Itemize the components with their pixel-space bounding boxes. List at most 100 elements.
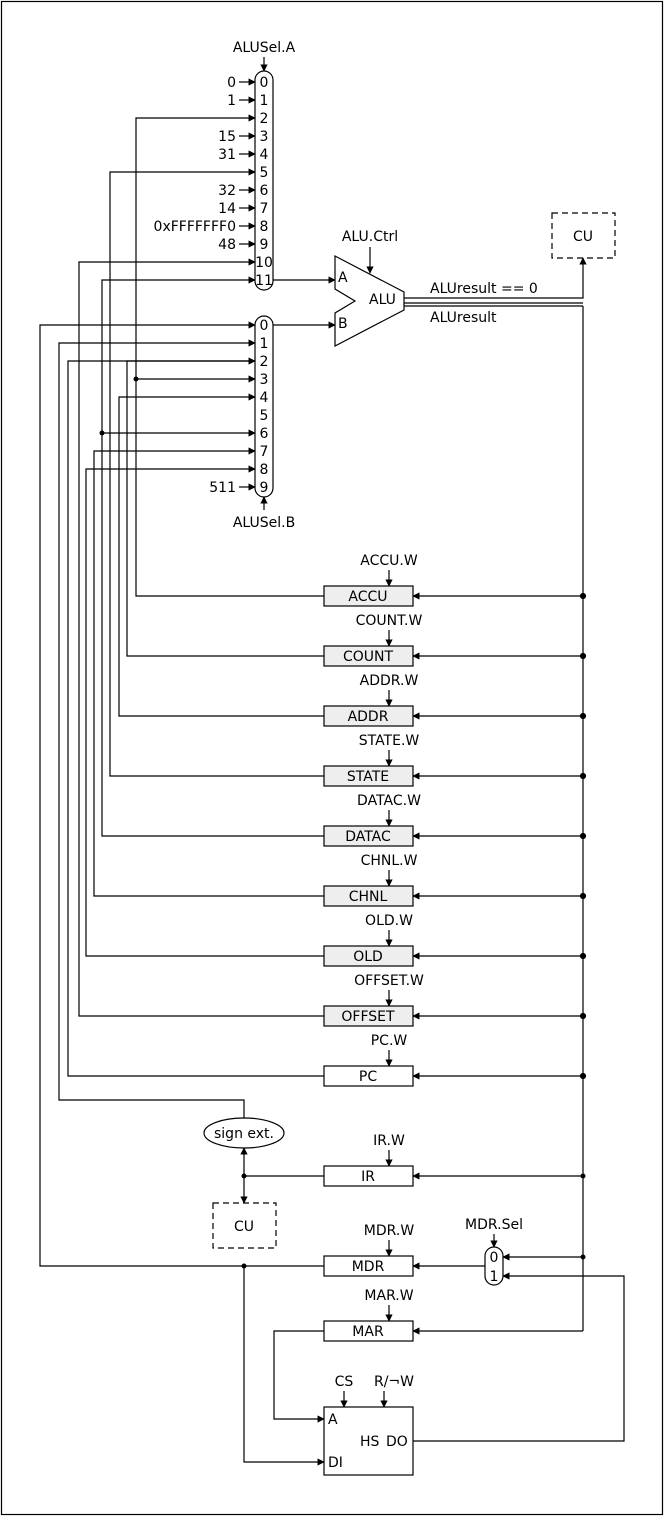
ir-write-label: IR.W — [373, 1133, 405, 1149]
mux-b-index-4: 4 — [260, 390, 269, 406]
alu-ctrl-label: ALU.Ctrl — [342, 229, 398, 245]
mux-b-const-0: 511 — [209, 480, 236, 496]
register-datac: DATAC.W DATAC — [323, 793, 421, 847]
result-bus — [412, 592, 587, 1080]
register-count: COUNT.W COUNT — [323, 613, 423, 667]
register-addr: ADDR.W ADDR — [323, 673, 419, 727]
mux-a-index-9: 9 — [260, 237, 269, 253]
mux-b: 0 1 2 3 4 5 6 7 8 9 511 ALUSel.B — [209, 315, 295, 531]
ir-label: IR — [361, 1169, 375, 1185]
mux-a-const-2: 15 — [218, 129, 236, 145]
cu-bottom: CU — [212, 1202, 277, 1249]
mux-a-const-6: 0xFFFFFFF0 — [154, 219, 236, 235]
register-offset-label: OFFSET — [341, 1009, 395, 1025]
mux-a-index-6: 6 — [260, 183, 269, 199]
alu: ALU.Ctrl A B ALU ALUresult == 0 ALUresul… — [334, 229, 538, 347]
memory-rw-label: R/¬W — [374, 1374, 414, 1390]
mar-register: MAR.W MAR — [323, 1288, 414, 1342]
alu-zero-output-label: ALUresult == 0 — [430, 281, 538, 297]
register-state-write-label: STATE.W — [359, 733, 420, 749]
register-old-write-label: OLD.W — [365, 913, 413, 929]
mdr-mar-wires — [243, 1253, 625, 1466]
mux-a-index-11: 11 — [255, 273, 273, 289]
register-file: ACCU.WACCUCOUNT.WCOUNTADDR.WADDRSTATE.WS… — [323, 553, 424, 1087]
register-old: OLD.W OLD — [323, 913, 414, 967]
mar-label: MAR — [352, 1324, 384, 1340]
mux-b-indices: 0 1 2 3 4 5 6 7 8 9 — [260, 318, 269, 496]
mux-a-const-4: 32 — [218, 183, 236, 199]
mux-b-index-6: 6 — [260, 426, 269, 442]
register-offset-write-label: OFFSET.W — [354, 973, 424, 989]
mux-a-index-8: 8 — [260, 219, 269, 235]
alu-label: ALU — [369, 292, 396, 308]
register-pc-write-label: PC.W — [371, 1033, 408, 1049]
memory-cs-label: CS — [335, 1374, 354, 1390]
memory-label: HS — [360, 1434, 380, 1450]
alu-input-a-label: A — [338, 270, 348, 286]
register-pc-label: PC — [359, 1069, 377, 1085]
register-accu: ACCU.W ACCU — [323, 553, 418, 607]
cu-top-box — [551, 212, 616, 259]
memory-data-in-label: DI — [328, 1455, 343, 1471]
register-pc: PC.W PC — [323, 1033, 414, 1087]
alu-wires — [273, 257, 587, 1331]
mux-a-const-3: 31 — [218, 147, 236, 163]
register-datac-write-label: DATAC.W — [357, 793, 421, 809]
memory-data-out-label: DO — [386, 1434, 408, 1450]
cu-top: CU — [551, 212, 616, 259]
mdr-mux-select-label: MDR.Sel — [465, 1217, 523, 1233]
mux-b-index-7: 7 — [260, 444, 269, 460]
register-chnl-label: CHNL — [349, 889, 388, 905]
mux-a-index-2: 2 — [260, 111, 269, 127]
mdr-write-label: MDR.W — [364, 1223, 415, 1239]
mdr-mux: MDR.Sel 0 1 — [465, 1217, 523, 1286]
mux-b-index-1: 1 — [260, 336, 269, 352]
register-addr-label: ADDR — [348, 709, 389, 725]
register-offset: OFFSET.W OFFSET — [323, 973, 424, 1027]
sign-ext-label: sign ext. — [214, 1126, 274, 1142]
mdr-label: MDR — [352, 1259, 385, 1275]
mux-a-index-0: 0 — [260, 75, 269, 91]
register-state-label: STATE — [347, 769, 389, 785]
mux-b-select-label: ALUSel.B — [233, 515, 295, 531]
register-count-write-label: COUNT.W — [356, 613, 423, 629]
mux-a-indices: 0 1 2 3 4 5 6 7 8 9 10 11 — [255, 75, 273, 289]
cu-top-label: CU — [573, 229, 593, 245]
mux-a-const-1: 1 — [227, 93, 236, 109]
register-old-label: OLD — [353, 949, 383, 965]
register-accu-label: ACCU — [348, 589, 387, 605]
feedback-junctions — [99, 376, 139, 436]
register-datac-label: DATAC — [345, 829, 391, 845]
alu-input-b-label: B — [338, 316, 348, 332]
register-addr-write-label: ADDR.W — [360, 673, 419, 689]
register-count-label: COUNT — [343, 649, 394, 665]
mux-b-index-9: 9 — [260, 480, 269, 496]
sign-extender: sign ext. — [203, 1117, 285, 1149]
memory-addr-label: A — [328, 1412, 338, 1428]
feedback-wires — [39, 114, 324, 1267]
ir-register: IR.W IR — [323, 1133, 414, 1187]
mux-a-index-5: 5 — [260, 165, 269, 181]
alu-result-output-label: ALUresult — [430, 310, 497, 326]
ir-wires — [240, 1147, 583, 1204]
register-state: STATE.W STATE — [323, 733, 420, 787]
register-accu-write-label: ACCU.W — [360, 553, 418, 569]
mux-a-index-1: 1 — [260, 93, 269, 109]
mar-write-label: MAR.W — [364, 1288, 413, 1304]
mux-a-index-7: 7 — [260, 201, 269, 217]
mdr-mux-index-0: 0 — [490, 1250, 499, 1266]
mux-b-index-5: 5 — [260, 408, 269, 424]
mux-a-index-3: 3 — [260, 129, 269, 145]
register-chnl: CHNL.W CHNL — [323, 853, 418, 907]
mux-a-const-7: 48 — [218, 237, 236, 253]
register-chnl-write-label: CHNL.W — [361, 853, 418, 869]
mux-a-const-0: 0 — [227, 75, 236, 91]
mux-b-index-2: 2 — [260, 354, 269, 370]
mux-a-const-5: 14 — [218, 201, 236, 217]
mux-b-index-0: 0 — [260, 318, 269, 334]
mdr-register: MDR.W MDR — [323, 1223, 415, 1277]
mdr-mux-index-1: 1 — [490, 1269, 499, 1285]
